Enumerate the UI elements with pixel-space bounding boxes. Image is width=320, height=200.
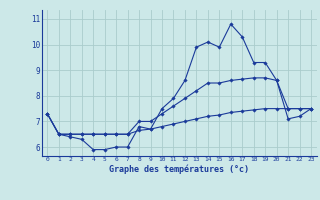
X-axis label: Graphe des températures (°c): Graphe des températures (°c) <box>109 164 249 174</box>
